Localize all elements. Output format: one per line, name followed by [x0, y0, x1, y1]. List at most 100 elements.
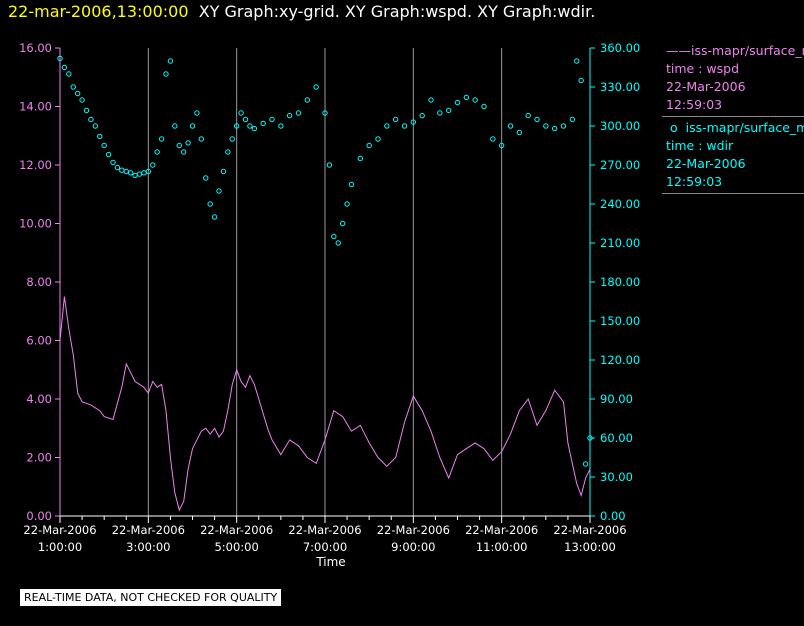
wdir-point [105, 151, 112, 158]
right-tick-label: 150.00 [600, 314, 640, 328]
x-tick-time: 13:00:00 [564, 540, 616, 554]
wdir-point [176, 142, 182, 149]
wdir-point [507, 123, 514, 129]
wdir-point [97, 133, 103, 140]
wdir-point [233, 123, 240, 129]
right-tick-label: 60.00 [600, 431, 633, 445]
legend-line-symbol: —— [666, 43, 691, 58]
wdir-point [339, 220, 346, 227]
wdir-point [207, 201, 213, 207]
wdir-point [366, 142, 372, 149]
wdir-point [247, 123, 253, 129]
wdir-point [127, 170, 134, 176]
wdir-point [141, 170, 147, 176]
wdir-point [260, 120, 266, 127]
right-tick-label: 90.00 [600, 392, 633, 406]
wdir-point [203, 175, 209, 181]
wdir-point [198, 136, 205, 142]
legend-variable: time : wdir [666, 138, 734, 153]
legend-entry-wspd: ——iss-mapr/surface_m time : wspd 22-Mar-… [662, 40, 804, 117]
left-tick-label: 10.00 [19, 217, 52, 231]
title-datetime: 22-mar-2006,13:00:00 [8, 2, 189, 21]
right-tick-label: 0.00 [600, 509, 626, 523]
x-tick-time: 7:00:00 [303, 540, 347, 554]
left-tick-label: 8.00 [26, 275, 52, 289]
x-axis-label: Time [315, 555, 345, 569]
series [57, 55, 593, 512]
wdir-point [313, 84, 319, 90]
wdir-point [172, 123, 178, 129]
wdir-point [357, 155, 364, 162]
x-tick-time: 3:00:00 [126, 540, 170, 554]
legend: ——iss-mapr/surface_m time : wspd 22-Mar-… [662, 40, 804, 194]
wdir-point [189, 123, 196, 129]
wdir-point [185, 140, 191, 146]
legend-entry-wdir: o iss-mapr/surface_m time : wdir 22-Mar-… [662, 117, 804, 194]
wdir-point [481, 103, 487, 110]
wdir-point [348, 181, 355, 188]
x-axis-ticks: 22-Mar-2006 1:00:00 22-Mar-2006 3:00:00 22-M… [23, 516, 627, 554]
wdir-point [74, 90, 81, 97]
wdir-point [154, 149, 160, 155]
wdir-point [322, 110, 328, 116]
x-tick-date: 22-Mar-2006 [465, 523, 538, 537]
wdir-point [79, 97, 85, 103]
wdir-point [344, 201, 350, 207]
wdir-point [525, 112, 531, 119]
wdir-point [220, 168, 227, 175]
right-tick-label: 300.00 [600, 119, 640, 133]
wdir-point [326, 162, 333, 168]
right-axis-ticks: 0.00 30.00 60.00 90.00 120.00 150.00 180.00 210… [590, 41, 640, 523]
wdir-point [490, 136, 496, 142]
x-tick-date: 22-Mar-2006 [112, 523, 185, 537]
legend-date: 22-Mar-2006 [666, 79, 746, 94]
title-graphs: XY Graph:xy-grid. XY Graph:wspd. XY Grap… [198, 2, 596, 21]
right-tick-label: 240.00 [600, 197, 640, 211]
legend-time: 12:59:03 [666, 97, 723, 112]
wdir-point [242, 116, 249, 123]
left-tick-label: 2.00 [26, 451, 52, 465]
x-tick-date: 22-Mar-2006 [200, 523, 273, 537]
wdir-point [83, 107, 90, 114]
wdir-point [384, 123, 390, 129]
wdir-point [551, 125, 558, 132]
wdir-point [150, 162, 156, 168]
legend-source: ——iss-mapr/surface_m [666, 43, 804, 58]
wdir-point [445, 107, 452, 114]
left-tick-label: 12.00 [19, 158, 52, 172]
wdir-point [61, 64, 68, 71]
legend-source: o iss-mapr/surface_m [669, 120, 804, 135]
wdir-point [194, 110, 200, 116]
wdir-point [163, 71, 169, 77]
right-tick-label: 210.00 [600, 236, 640, 250]
wdir-point [569, 116, 576, 123]
wdir-point [543, 123, 549, 129]
x-tick-date: 22-Mar-2006 [288, 523, 361, 537]
x-tick-date: 22-Mar-2006 [377, 523, 450, 537]
wdir-point [211, 214, 218, 220]
title-bar: 22-mar-2006,13:00:00 XY Graph:xy-grid. X… [8, 2, 595, 21]
wdir-point [560, 123, 567, 129]
left-tick-label: 6.00 [26, 334, 52, 348]
wdir-point [132, 172, 138, 179]
wdir-point [101, 142, 107, 149]
wspd-series-line [59, 296, 591, 512]
wdir-point [578, 77, 584, 84]
wdir-point [428, 97, 434, 103]
left-tick-label: 0.00 [26, 509, 52, 523]
right-tick-label: 330.00 [600, 80, 640, 94]
wdir-point [119, 167, 125, 173]
wdir-point [145, 168, 152, 175]
wdir-point [57, 55, 63, 62]
left-axis-ticks: 0.00 2.00 4.00 6.00 8.00 10.00 12.00 14.00 16.00 [19, 41, 60, 523]
wdir-point [88, 116, 94, 123]
wdir-point [225, 149, 231, 155]
wdir-point [587, 435, 593, 441]
legend-time: 12:59:03 [666, 174, 723, 189]
right-tick-label: 180.00 [600, 275, 640, 289]
wdir-point [70, 84, 76, 90]
wdir-point [123, 168, 129, 175]
wdir-point [516, 129, 523, 136]
right-tick-label: 360.00 [600, 41, 640, 55]
